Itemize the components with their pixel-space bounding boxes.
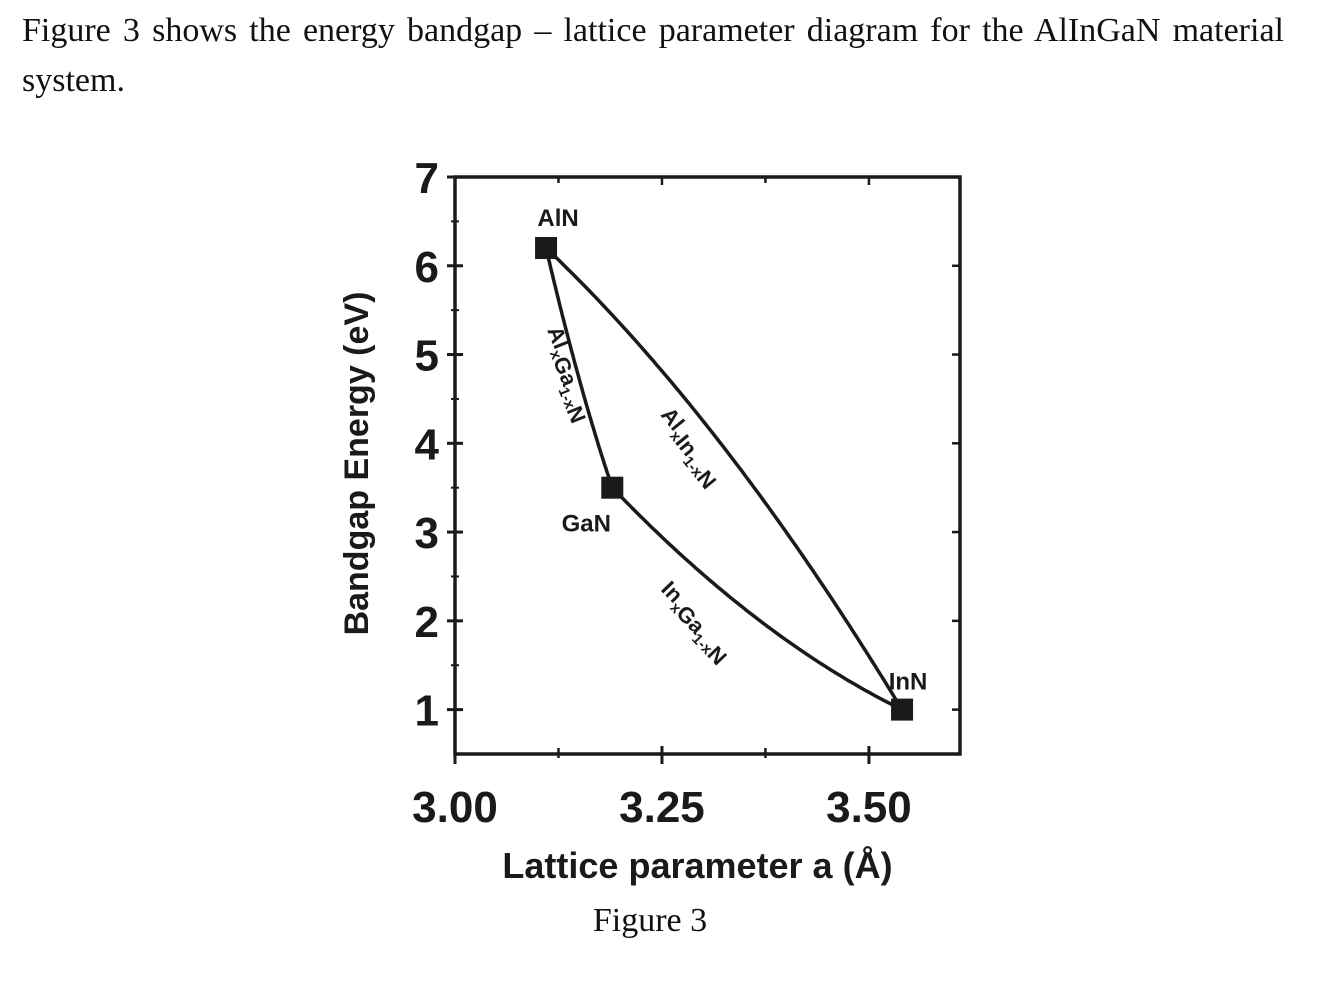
figure-caption: Figure 3 (592, 902, 708, 939)
x-tick-label-3.25: 3.25 (619, 783, 705, 832)
y-tick-label-4: 4 (415, 420, 440, 469)
marker-GaN (601, 476, 624, 499)
marker-AlN (535, 237, 558, 260)
curve-1 (611, 486, 903, 712)
curve-label-part: Al (656, 402, 689, 435)
labels: 1 2 3 4 5 6 7 3.00 3.25 3.50 Lattice parameter a (… (338, 154, 927, 886)
curve-label-2: AlxIn1-xN (647, 402, 731, 493)
y-tick-label-7: 7 (415, 154, 439, 203)
curve-0 (544, 247, 614, 489)
y-tick-label-3: 3 (415, 509, 439, 558)
x-axis-label: Lattice parameter a (Å) (502, 845, 892, 886)
point-label-GaN: GaN (562, 511, 611, 538)
curve-label-0: AlxGa1-xN (531, 323, 602, 427)
y-tick-label-1: 1 (415, 687, 439, 736)
point-label-AlN: AlN (537, 205, 578, 232)
x-tick-label-3.50: 3.50 (826, 783, 912, 832)
plot-border (453, 175, 962, 756)
curves (544, 246, 904, 712)
y-axis-label: Bandgap Energy (eV) (338, 292, 376, 636)
curve-2 (544, 246, 904, 711)
marker-InN (891, 698, 914, 721)
data-points (535, 237, 914, 721)
y-tick-label-5: 5 (415, 332, 439, 381)
y-tick-label-6: 6 (415, 243, 439, 292)
x-tick-label-3.00: 3.00 (412, 783, 498, 832)
curve-label-1: InxGa1-xN (648, 576, 740, 670)
y-tick-label-2: 2 (415, 598, 439, 647)
intro-paragraph: Figure 3 shows the energy bandgap – latt… (22, 12, 1284, 99)
point-label-InN: InN (889, 669, 928, 696)
axis-ticks (447, 175, 960, 764)
plot-frame (453, 175, 962, 756)
